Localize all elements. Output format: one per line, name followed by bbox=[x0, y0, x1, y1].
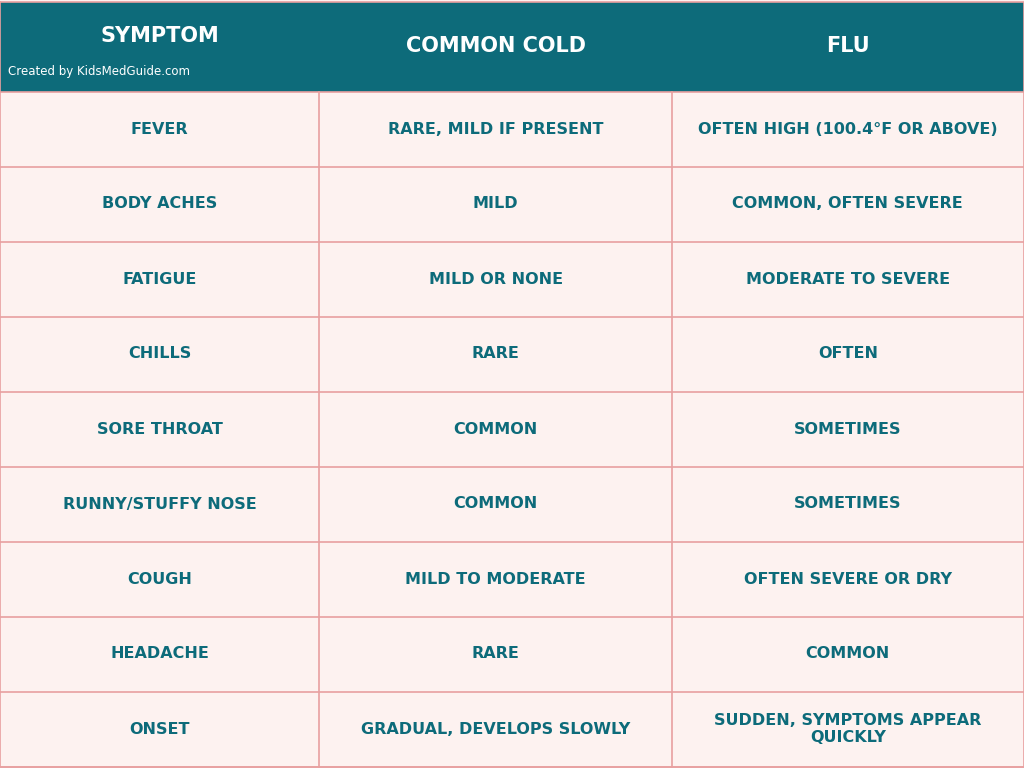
Bar bbox=[319, 617, 672, 691]
Bar bbox=[319, 316, 672, 392]
Bar bbox=[319, 466, 672, 541]
Bar bbox=[672, 617, 1024, 691]
Text: HEADACHE: HEADACHE bbox=[111, 647, 209, 661]
Bar bbox=[0, 2, 319, 91]
Bar bbox=[0, 91, 319, 167]
Bar bbox=[319, 167, 672, 241]
Bar bbox=[0, 316, 319, 392]
Text: FEVER: FEVER bbox=[131, 121, 188, 137]
Text: BODY ACHES: BODY ACHES bbox=[102, 197, 217, 211]
Text: ONSET: ONSET bbox=[129, 721, 190, 737]
Bar bbox=[319, 541, 672, 617]
Bar bbox=[319, 2, 672, 91]
Text: GRADUAL, DEVELOPS SLOWLY: GRADUAL, DEVELOPS SLOWLY bbox=[361, 721, 630, 737]
Bar bbox=[319, 241, 672, 316]
Bar bbox=[672, 241, 1024, 316]
Bar bbox=[319, 691, 672, 766]
Bar bbox=[0, 617, 319, 691]
Text: RARE, MILD IF PRESENT: RARE, MILD IF PRESENT bbox=[388, 121, 603, 137]
Bar bbox=[672, 316, 1024, 392]
Bar bbox=[672, 691, 1024, 766]
Bar bbox=[0, 466, 319, 541]
Text: SORE THROAT: SORE THROAT bbox=[97, 422, 222, 436]
Text: RARE: RARE bbox=[472, 647, 519, 661]
Text: MILD: MILD bbox=[473, 197, 518, 211]
Bar bbox=[0, 167, 319, 241]
Text: COMMON: COMMON bbox=[454, 496, 538, 511]
Text: OFTEN HIGH (100.4°F OR ABOVE): OFTEN HIGH (100.4°F OR ABOVE) bbox=[698, 121, 997, 137]
Text: RUNNY/STUFFY NOSE: RUNNY/STUFFY NOSE bbox=[62, 496, 257, 511]
Bar bbox=[672, 392, 1024, 466]
Bar bbox=[0, 541, 319, 617]
Text: OFTEN SEVERE OR DRY: OFTEN SEVERE OR DRY bbox=[743, 571, 952, 587]
Bar bbox=[319, 392, 672, 466]
Text: COMMON, OFTEN SEVERE: COMMON, OFTEN SEVERE bbox=[732, 197, 964, 211]
Text: SOMETIMES: SOMETIMES bbox=[795, 496, 901, 511]
Text: SUDDEN, SYMPTOMS APPEAR
QUICKLY: SUDDEN, SYMPTOMS APPEAR QUICKLY bbox=[714, 713, 982, 745]
Text: COMMON: COMMON bbox=[806, 647, 890, 661]
Text: MILD OR NONE: MILD OR NONE bbox=[429, 272, 562, 286]
Bar bbox=[672, 2, 1024, 91]
Bar bbox=[0, 241, 319, 316]
Bar bbox=[672, 466, 1024, 541]
Text: COMMON: COMMON bbox=[454, 422, 538, 436]
Bar bbox=[672, 541, 1024, 617]
Bar bbox=[0, 392, 319, 466]
Text: COMMON COLD: COMMON COLD bbox=[406, 37, 586, 57]
Text: FLU: FLU bbox=[826, 37, 869, 57]
Text: MODERATE TO SEVERE: MODERATE TO SEVERE bbox=[745, 272, 950, 286]
Text: SYMPTOM: SYMPTOM bbox=[100, 25, 219, 46]
Text: RARE: RARE bbox=[472, 346, 519, 362]
Text: FATIGUE: FATIGUE bbox=[123, 272, 197, 286]
Text: SOMETIMES: SOMETIMES bbox=[795, 422, 901, 436]
Text: CHILLS: CHILLS bbox=[128, 346, 191, 362]
Bar bbox=[0, 691, 319, 766]
Text: Created by KidsMedGuide.com: Created by KidsMedGuide.com bbox=[8, 65, 190, 78]
Bar bbox=[319, 91, 672, 167]
Text: OFTEN: OFTEN bbox=[818, 346, 878, 362]
Text: COUGH: COUGH bbox=[127, 571, 193, 587]
Bar bbox=[672, 167, 1024, 241]
Text: MILD TO MODERATE: MILD TO MODERATE bbox=[406, 571, 586, 587]
Bar bbox=[672, 91, 1024, 167]
